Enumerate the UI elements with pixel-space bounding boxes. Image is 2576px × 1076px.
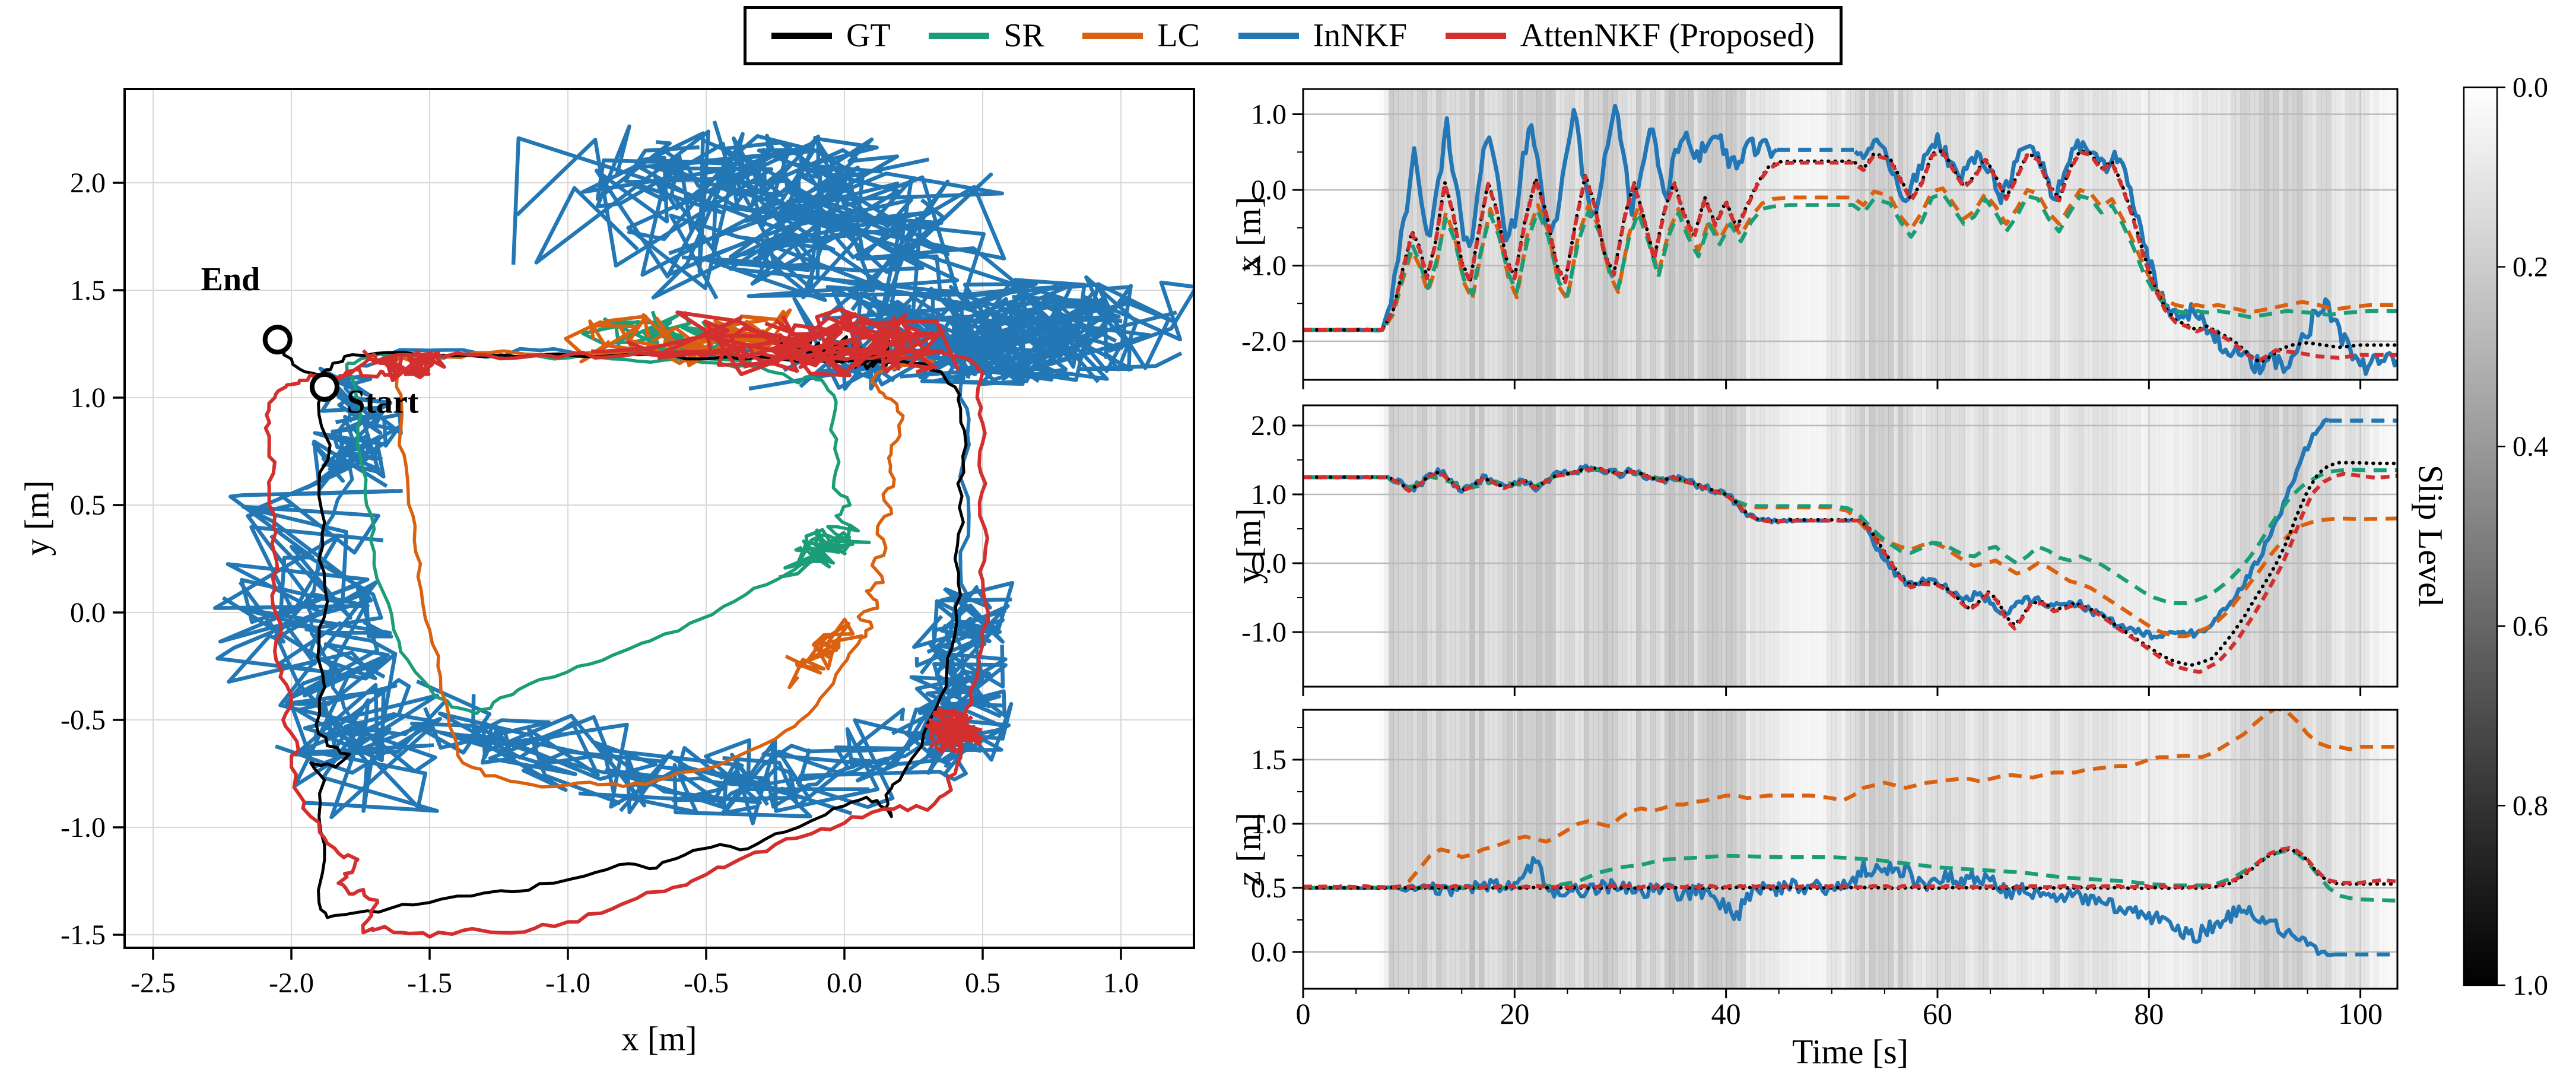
x-tick-label: -1.5 [407, 967, 452, 999]
time-tick-label: 100 [2338, 997, 2383, 1030]
legend-label-attennkf: AttenNKF (Proposed) [1520, 17, 1815, 54]
x-time-plot: 1.0 0.0 -1.0 -2.0 [1241, 88, 2399, 389]
legend-label-gt: GT [846, 17, 891, 54]
slip-level-bands [1384, 406, 2398, 686]
trajectory-series-innkf [213, 120, 1194, 826]
y-tick-label: 0.0 [1251, 548, 1287, 579]
x-tick-label: -2.5 [131, 967, 176, 999]
y-tick-label: 2.0 [70, 167, 106, 199]
x-tick-label: 0.0 [827, 967, 862, 999]
slip-level-bands [1384, 710, 2398, 988]
y-tick-label: -1.5 [61, 919, 106, 951]
colorbar-tick-label: 1.0 [2513, 970, 2548, 1001]
y-tick-label: 0.5 [70, 490, 106, 521]
legend-label-innkf: InNKF [1313, 17, 1408, 54]
colorbar-tick-label: 0.2 [2513, 252, 2548, 283]
legend-item-lc: LC [1082, 17, 1200, 55]
legend-item-innkf: InNKF [1238, 17, 1408, 55]
z-panel-ylabel: z [m] [1229, 812, 1268, 886]
lc-line-swatch [1082, 32, 1144, 39]
x-tick-label: 0.5 [965, 967, 1000, 999]
legend-label-sr: SR [1003, 17, 1044, 54]
x-tick-label: -1.0 [545, 967, 590, 999]
legend-item-sr: SR [929, 17, 1044, 55]
trajectory-plot: End Start -2.5 -2.0 -1.5 -1.0 -0.5 0.0 0.5 1.0 2.0… [61, 88, 1195, 999]
y-tick-label: 0.5 [1251, 872, 1287, 904]
y-tick-label: 1.0 [1251, 99, 1287, 131]
x-series-gt [1303, 148, 2397, 364]
start-marker [309, 372, 339, 402]
time-tick-label: 20 [1500, 997, 1529, 1030]
z-series-sr [1303, 849, 2397, 903]
legend-item-gt: GT [771, 17, 891, 55]
y-series-attennkf [1303, 466, 2397, 674]
colorbar-tick-label: 0.8 [2513, 790, 2548, 821]
trajectory-xlabel: x [m] [621, 1019, 697, 1058]
y-tick-label: 1.0 [1251, 479, 1287, 510]
gt-line-swatch [771, 32, 832, 39]
time-tick-label: 60 [1923, 997, 1952, 1030]
x-panel-ylabel: x [m] [1229, 196, 1268, 272]
time-xlabel: Time [s] [1792, 1032, 1909, 1071]
slip-level-colorbar: 0.0 0.2 0.4 0.6 0.8 1.0 [2463, 72, 2548, 1001]
colorbar-tick-label: 0.0 [2513, 72, 2548, 103]
start-annotation: Start [347, 383, 419, 420]
y-tick-label: 1.0 [1251, 808, 1287, 840]
legend: GT SR LC InNKF AttenNKF (Proposed) [744, 6, 1843, 65]
y-tick-label: -1.0 [1241, 250, 1287, 282]
x-series-lc [1303, 186, 2397, 332]
time-tick-label: 80 [2134, 997, 2164, 1030]
legend-label-lc: LC [1157, 17, 1200, 54]
time-tick-label: 40 [1711, 997, 1741, 1030]
y-tick-label: -2.0 [1241, 326, 1287, 357]
y-tick-label: 0.0 [1251, 937, 1287, 968]
innkf-line-swatch [1238, 32, 1299, 39]
y-tick-label: 0.0 [70, 597, 106, 629]
x-tick-label: 1.0 [1103, 967, 1139, 999]
y-tick-label: 1.5 [1251, 744, 1287, 776]
y-tick-label: -0.5 [61, 704, 106, 736]
trajectory-series-attennkf [263, 307, 990, 939]
z-time-plot: 1.5 1.0 0.5 0.0 0 20 40 60 80 100 [1251, 709, 2399, 1030]
y-tick-label: -1.0 [61, 812, 106, 843]
y-tick-label: 2.0 [1251, 410, 1287, 442]
legend-item-attennkf: AttenNKF (Proposed) [1445, 17, 1815, 55]
sr-line-swatch [929, 32, 990, 39]
z-series-attennkf [1303, 846, 2397, 890]
colorbar-tick-label: 0.4 [2513, 431, 2548, 462]
y-tick-label: -1.0 [1241, 617, 1287, 648]
time-tick-label: 0 [1296, 997, 1311, 1030]
y-tick-label: 0.0 [1251, 174, 1287, 206]
end-annotation: End [201, 261, 261, 298]
y-tick-label: 1.5 [70, 275, 106, 306]
z-series-lc [1303, 710, 2397, 890]
y-time-plot: 2.0 1.0 0.0 -1.0 [1241, 404, 2399, 696]
x-series-attennkf [1303, 150, 2397, 363]
colorbar-label: Slip Level [2411, 464, 2450, 608]
x-tick-label: -0.5 [684, 967, 729, 999]
colorbar-tick-label: 0.6 [2513, 611, 2548, 642]
end-marker [262, 325, 293, 355]
trajectory-ylabel: y [m] [17, 480, 56, 556]
attennkf-line-swatch [1445, 32, 1506, 39]
y-panel-ylabel: y [m] [1229, 508, 1268, 584]
y-tick-label: 1.0 [70, 382, 106, 414]
x-tick-label: -2.0 [269, 967, 314, 999]
